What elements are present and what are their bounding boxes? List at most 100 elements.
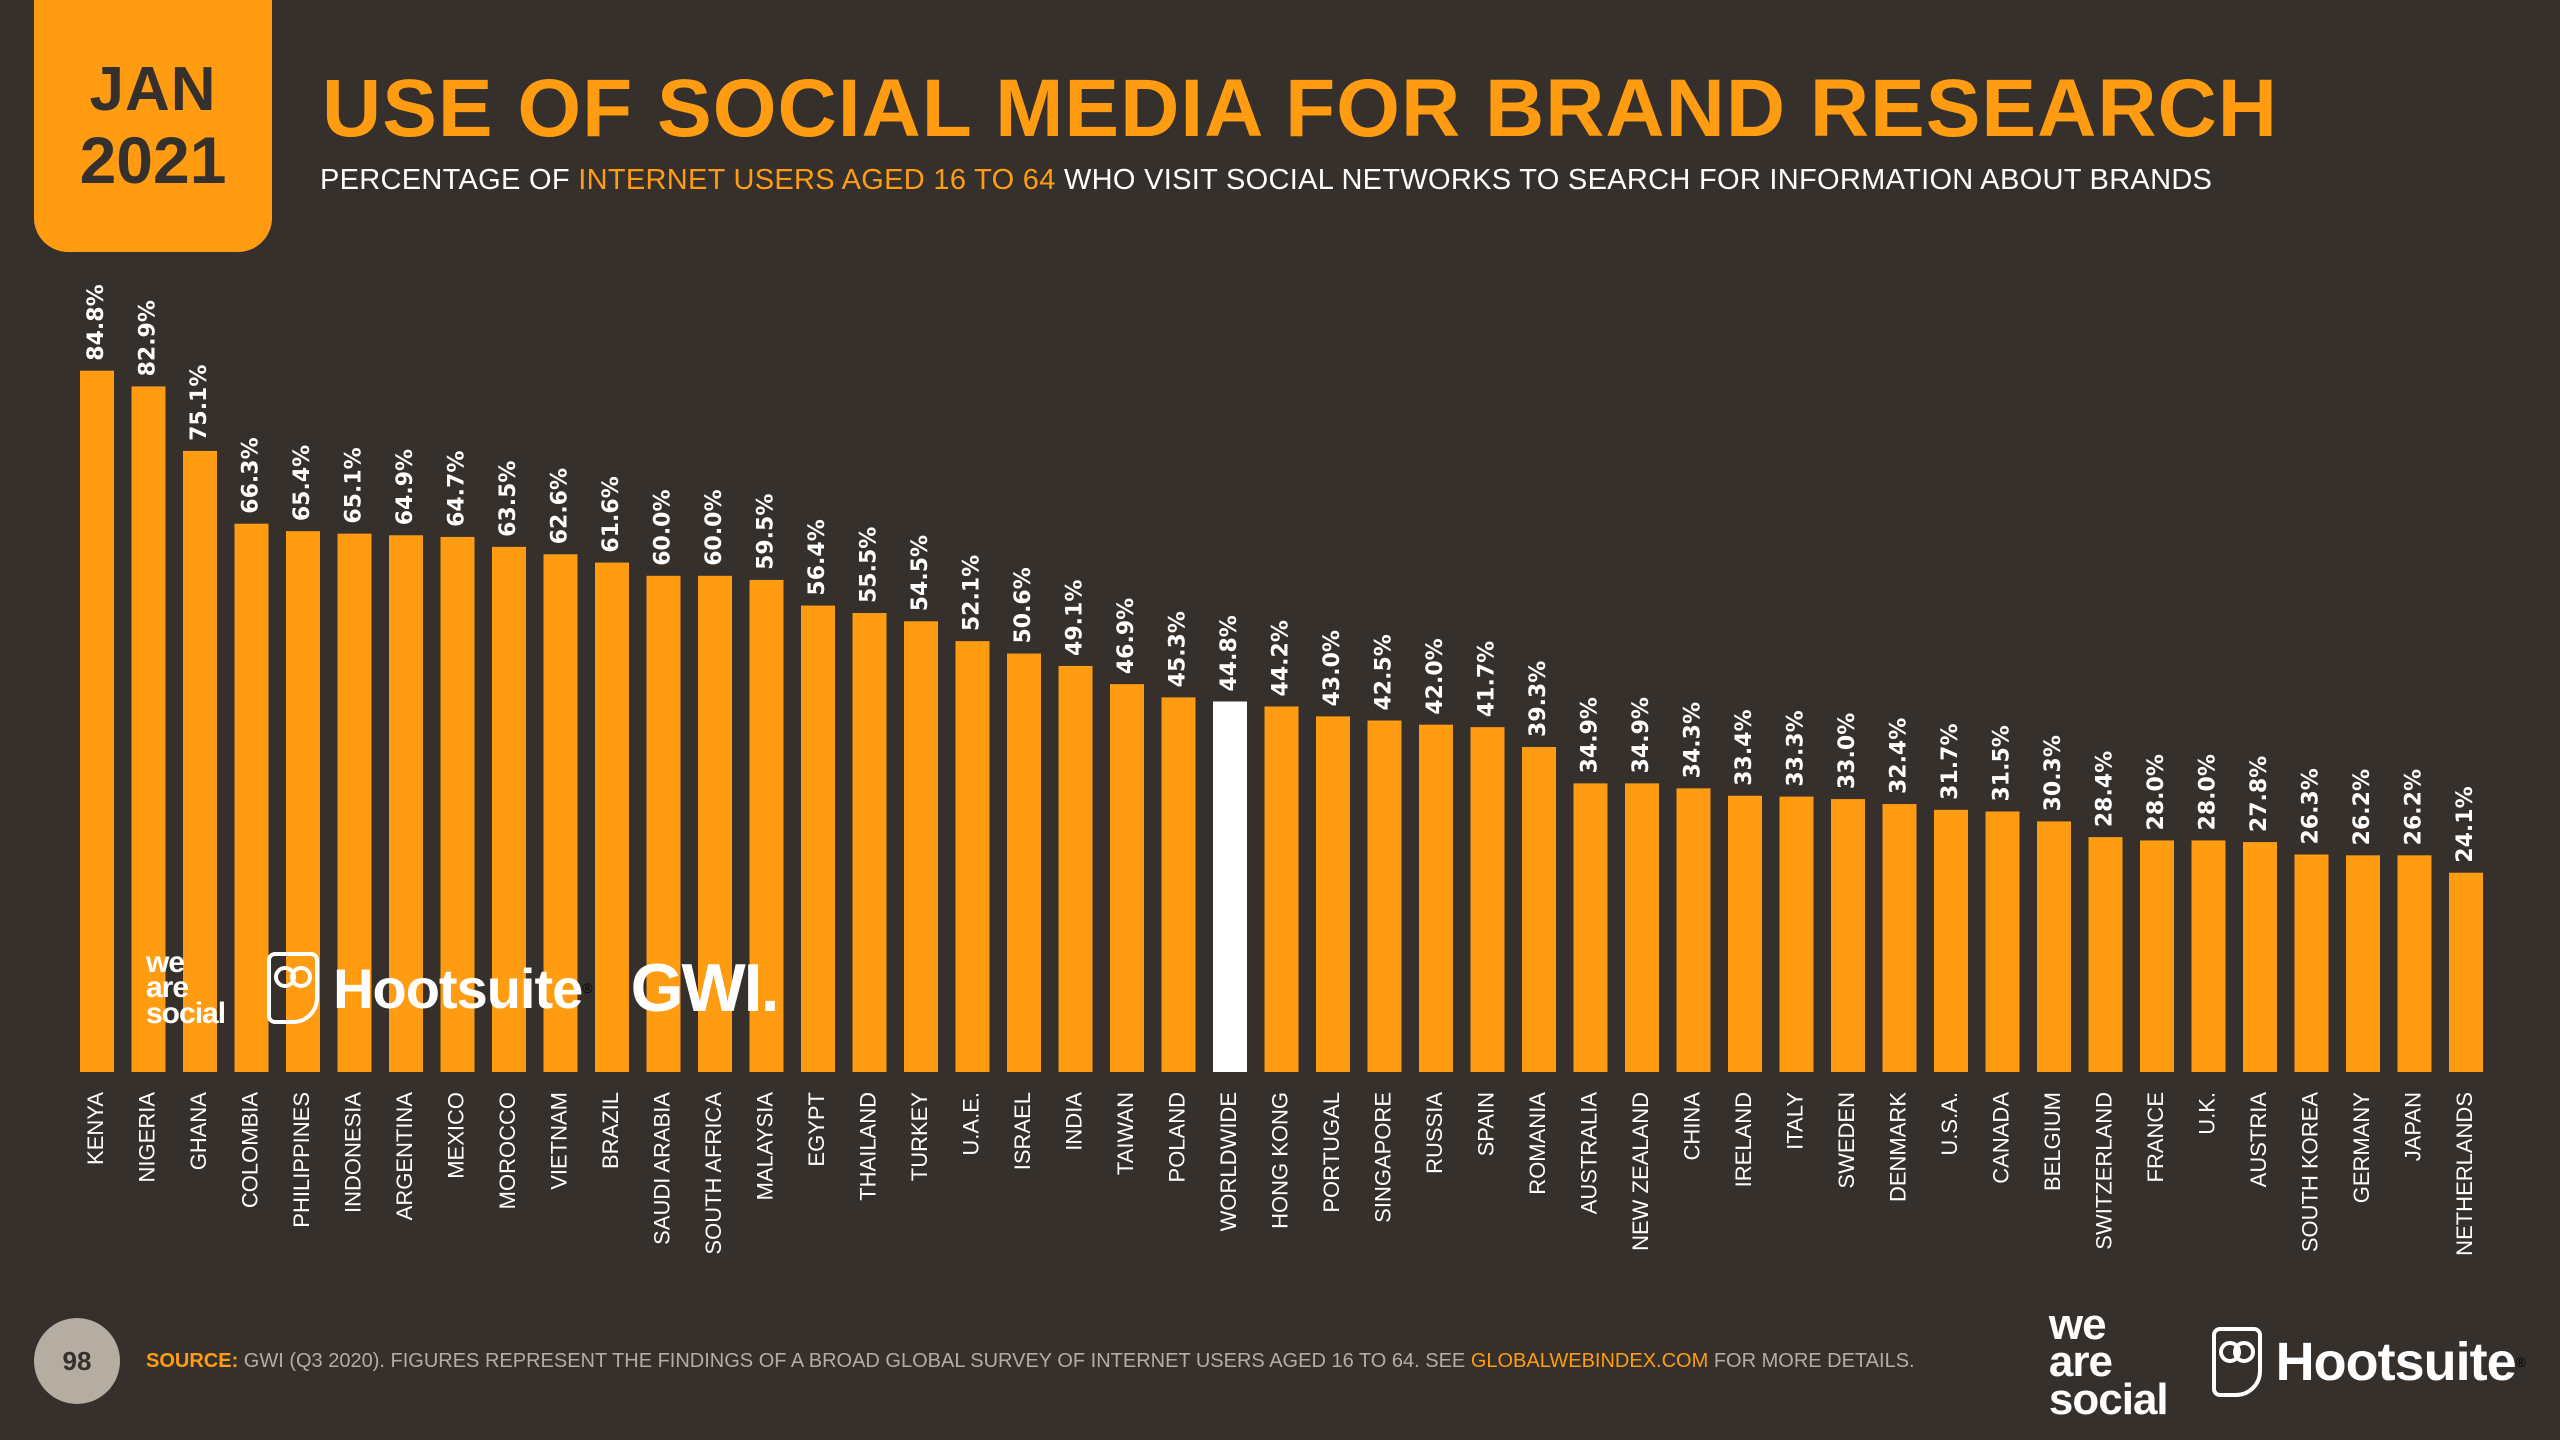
footer-hootsuite-wordmark: Hootsuite	[2275, 1332, 2517, 1392]
value-label: 75.1%	[187, 365, 212, 441]
bar-u-a-e-	[955, 641, 990, 1072]
category-label: SAUDI ARABIA	[649, 1092, 674, 1245]
value-label: 66.3%	[239, 437, 264, 513]
bar-indonesia	[337, 533, 372, 1072]
value-label: 28.0%	[2196, 754, 2221, 830]
category-label: COLOMBIA	[237, 1092, 262, 1208]
subtitle-highlight: INTERNET USERS AGED 16 TO 64	[578, 164, 1056, 196]
category-label: POLAND	[1164, 1092, 1189, 1182]
category-label: MALAYSIA	[752, 1092, 777, 1201]
bar-morocco	[492, 546, 526, 1072]
footer-hootsuite-logo: Hootsuite ®	[2211, 1327, 2526, 1397]
bar-china	[1676, 788, 1711, 1072]
bar-israel	[1007, 653, 1041, 1072]
category-label: ISRAEL	[1010, 1092, 1035, 1170]
bar-south-korea	[2294, 854, 2329, 1072]
bar-singapore	[1367, 720, 1402, 1072]
value-label: 54.5%	[908, 535, 933, 611]
bar-germany	[2346, 855, 2380, 1072]
value-label: 30.3%	[2041, 735, 2066, 811]
value-label: 41.7%	[1475, 641, 1500, 717]
page-subtitle: PERCENTAGE OF INTERNET USERS AGED 16 TO …	[320, 164, 2212, 197]
value-label: 43.0%	[1320, 630, 1345, 706]
value-label: 44.2%	[1269, 620, 1294, 696]
value-label: 46.9%	[1114, 598, 1139, 674]
bar-italy	[1779, 796, 1814, 1072]
hootsuite-wordmark: Hootsuite	[333, 956, 583, 1020]
bar-egypt	[801, 605, 835, 1072]
value-label: 61.6%	[599, 476, 624, 552]
bar-thailand	[852, 613, 887, 1072]
value-label: 82.9%	[136, 300, 161, 376]
bar-colombia	[234, 523, 269, 1072]
category-label: VIETNAM	[546, 1092, 571, 1190]
value-label: 34.9%	[1629, 697, 1654, 773]
bar-kenya	[80, 370, 114, 1073]
we-are-social-line-1: we	[146, 945, 185, 979]
footer-we-are-social-line-2: are	[2048, 1337, 2113, 1387]
category-label: SOUTH AFRICA	[701, 1092, 726, 1255]
category-label: TURKEY	[907, 1092, 932, 1182]
value-label: 27.8%	[2247, 756, 2272, 832]
category-label: WORLDWIDE	[1216, 1092, 1241, 1231]
footer-we-are-social-logo: we are social	[2048, 1302, 2169, 1424]
bar-australia	[1573, 783, 1608, 1072]
bar-austria	[2243, 842, 2277, 1072]
value-label: 56.4%	[805, 519, 830, 595]
category-label: U.S.A.	[1937, 1092, 1962, 1156]
value-label: 26.2%	[2402, 769, 2427, 845]
source-text: GWI (Q3 2020). FIGURES REPRESENT THE FIN…	[238, 1350, 1471, 1372]
footer-we-are-social-line-3: social	[2048, 1374, 2169, 1424]
bar-nigeria	[131, 386, 166, 1072]
category-label: CHINA	[1679, 1092, 1704, 1161]
category-label: AUSTRALIA	[1576, 1092, 1601, 1215]
value-label: 42.5%	[1372, 634, 1397, 710]
bar-india	[1058, 665, 1093, 1072]
bar-chart: 84.8% KENYA 82.9% NIGERIA 75.1% GHANA 66.3% COL…	[80, 284, 2483, 1256]
value-label: 44.8%	[1217, 615, 1242, 691]
bar-switzerland	[2088, 837, 2123, 1072]
subtitle-post: WHO VISIT SOCIAL NETWORKS TO SEARCH FOR …	[1055, 164, 2213, 196]
value-label: 49.1%	[1063, 580, 1088, 656]
bar-ireland	[1728, 795, 1762, 1072]
value-label: 31.5%	[1990, 725, 2015, 801]
date-badge: JAN 2021	[34, 0, 272, 252]
bar-brazil	[595, 562, 629, 1072]
bar-south-africa	[698, 575, 732, 1072]
footer-logos: we are social Hootsuite ®	[2049, 1302, 2526, 1421]
value-label: 65.4%	[290, 445, 315, 521]
bar-hong-kong	[1264, 706, 1299, 1072]
bar-argentina	[389, 535, 423, 1072]
value-label: 39.3%	[1526, 661, 1551, 737]
value-label: 28.4%	[2093, 751, 2118, 827]
category-label: SWITZERLAND	[2091, 1092, 2116, 1250]
category-label: ROMANIA	[1525, 1092, 1550, 1195]
bar-vietnam	[543, 554, 578, 1072]
hootsuite-logo: Hootsuite ®	[267, 952, 593, 1024]
bar-denmark	[1882, 804, 1917, 1072]
category-label: U.A.E.	[958, 1092, 983, 1156]
category-label: CANADA	[1988, 1092, 2013, 1184]
source-link[interactable]: GLOBALWEBINDEX.COM	[1470, 1350, 1709, 1372]
bar-portugal	[1316, 716, 1350, 1072]
value-label: 32.4%	[1887, 718, 1912, 794]
footer-registered-mark: ®	[2515, 1354, 2526, 1370]
bar-new-zealand	[1625, 783, 1659, 1072]
bar-spain	[1470, 727, 1505, 1072]
value-label: 34.3%	[1681, 702, 1706, 778]
category-label: MEXICO	[443, 1092, 468, 1179]
value-label: 62.6%	[548, 468, 573, 544]
category-label: MOROCCO	[495, 1092, 520, 1209]
bar-u-s-a-	[1934, 809, 1968, 1072]
source-tail: FOR MORE DETAILS.	[1708, 1350, 1915, 1372]
badge-year: 2021	[79, 123, 227, 197]
page-title: USE OF SOCIAL MEDIA FOR BRAND RESEARCH	[322, 63, 2278, 154]
bar-turkey	[904, 621, 938, 1072]
category-label: NETHERLANDS	[2452, 1092, 2477, 1256]
value-label: 26.2%	[2350, 769, 2375, 845]
value-label: 59.5%	[754, 494, 779, 570]
category-label: PHILIPPINES	[289, 1092, 314, 1228]
value-label: 31.7%	[1938, 724, 1963, 800]
bar-worldwide	[1213, 701, 1247, 1072]
category-label: HONG KONG	[1267, 1092, 1292, 1229]
